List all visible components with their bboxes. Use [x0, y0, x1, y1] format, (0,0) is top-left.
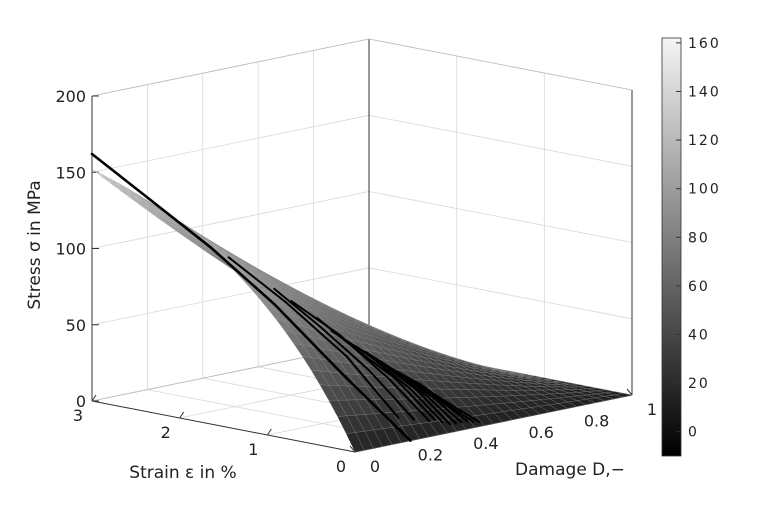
damage-tick-label: 0	[370, 457, 380, 476]
data-curve	[227, 256, 400, 419]
strain-tick	[91, 394, 97, 402]
surface-cell	[100, 173, 119, 186]
data-curve	[90, 152, 412, 442]
box-edge	[91, 38, 370, 97]
surface-cell	[109, 180, 129, 192]
data-curve	[398, 372, 481, 424]
z-tick-label: 100	[55, 240, 86, 259]
z-tick-label: 200	[55, 87, 86, 106]
z-tick-label: 150	[55, 163, 86, 182]
grid-line	[91, 114, 633, 173]
colorbar-gradient	[661, 37, 682, 457]
strain-axis-label: Strain ε in %	[129, 463, 236, 483]
strain-tick-label: 0	[336, 457, 346, 476]
damage-axis-label: Damage D,−	[515, 460, 625, 480]
data-curves	[90, 152, 481, 442]
damage-tick-label: 0.6	[528, 423, 553, 442]
strain-tick	[266, 428, 272, 436]
colorbar: 0 20 40 60 80 100 120 140 160	[661, 36, 721, 457]
data-curve	[290, 300, 431, 422]
z-tick-label: 50	[66, 316, 86, 335]
surface-cell	[101, 176, 120, 188]
damage-tick-label: 0.2	[418, 446, 443, 465]
box-edge	[91, 400, 356, 453]
colorbar-tick-label: 20	[688, 376, 710, 392]
damage-tick-label: 0.8	[584, 411, 609, 430]
colorbar-tick-label: 100	[688, 182, 721, 198]
damage-tick-label: 1	[647, 400, 657, 419]
z-tick-label: 0	[76, 392, 86, 411]
data-curve	[273, 287, 415, 421]
box-edge	[368, 38, 633, 91]
damage-tick	[626, 388, 633, 396]
damage-tick-label: 0.4	[473, 434, 498, 453]
colorbar-tick-label: 40	[688, 327, 710, 343]
z-axis-label: Stress σ in MPa	[25, 180, 45, 309]
colorbar-tick-label: 0	[688, 425, 699, 441]
surface	[91, 169, 633, 453]
strain-tick	[179, 411, 185, 419]
grid-line	[91, 38, 633, 97]
colorbar-tick-label: 120	[688, 133, 721, 149]
colorbar-tick-label: 60	[688, 279, 710, 295]
strain-tick-label: 2	[161, 423, 171, 442]
surface-cell	[346, 432, 365, 453]
strain-tick-label: 3	[73, 406, 83, 425]
surface-cell	[91, 169, 111, 181]
colorbar-tick-label: 160	[688, 36, 721, 52]
strain-tick-label: 1	[248, 440, 258, 459]
damage-tick	[349, 445, 356, 453]
grid-line	[91, 267, 633, 326]
colorbar-tick-label: 140	[688, 84, 721, 100]
colorbar-tick-label: 80	[688, 230, 710, 246]
